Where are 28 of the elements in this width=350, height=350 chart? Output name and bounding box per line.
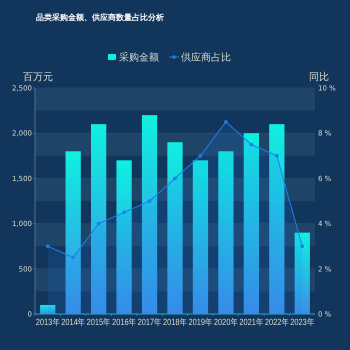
point — [71, 256, 75, 260]
point — [148, 199, 152, 203]
point — [96, 222, 100, 226]
bar — [142, 115, 158, 314]
legend-label: 采购金额 — [119, 52, 159, 64]
point — [198, 154, 202, 158]
bar — [116, 160, 132, 314]
point — [224, 120, 228, 124]
chart-title: 品类采购金额、供应商数量占比分析 — [36, 12, 164, 22]
x-tick-label: 2023年 — [290, 317, 320, 327]
bar — [218, 151, 234, 314]
bar — [40, 304, 56, 314]
point — [300, 244, 304, 248]
bar — [244, 133, 259, 314]
bar — [91, 124, 106, 314]
bar — [167, 142, 183, 314]
bar — [269, 124, 284, 314]
point — [122, 210, 126, 214]
point — [275, 154, 279, 158]
point — [46, 244, 50, 248]
point — [250, 142, 254, 146]
y2-axis-title: 同比 — [309, 71, 329, 83]
bar — [66, 151, 81, 314]
legend-label: 供应商占比 — [181, 52, 231, 64]
bar — [294, 232, 310, 314]
point — [173, 176, 177, 180]
y-axis-title: 百万元 — [23, 72, 53, 83]
bar — [192, 160, 208, 314]
